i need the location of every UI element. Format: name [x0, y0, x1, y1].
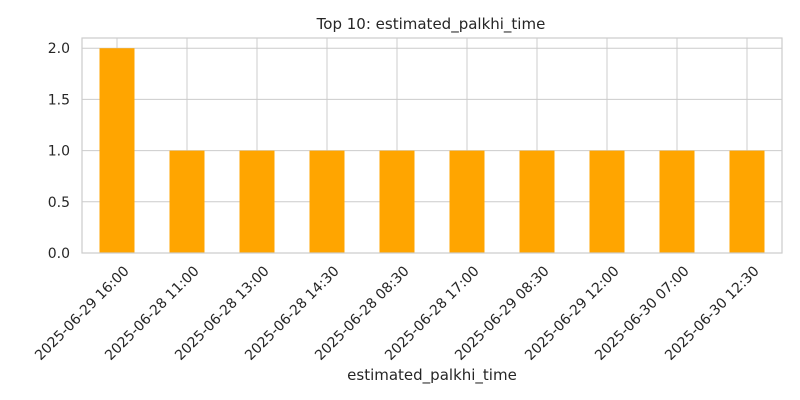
- x-axis-label: estimated_palkhi_time: [347, 366, 517, 385]
- bars: [99, 48, 765, 253]
- bar: [99, 48, 135, 253]
- y-tick-labels: 0.0 0.5 1.0 1.5 2.0: [48, 41, 70, 262]
- bar: [169, 150, 205, 253]
- plot-frame: [81, 37, 783, 254]
- chart-title: Top 10: estimated_palkhi_time: [316, 15, 546, 34]
- y-tick-label: 2.0: [48, 41, 70, 57]
- bar: [239, 150, 275, 253]
- y-tick-label: 0.0: [48, 246, 70, 262]
- y-tick-label: 0.5: [48, 195, 70, 211]
- bar: [309, 150, 345, 253]
- bar: [729, 150, 765, 253]
- bar: [589, 150, 625, 253]
- y-tick-label: 1.5: [48, 92, 70, 108]
- bar: [449, 150, 485, 253]
- bar: [519, 150, 555, 253]
- bar: [379, 150, 415, 253]
- bar: [659, 150, 695, 253]
- y-tick-label: 1.0: [48, 144, 70, 160]
